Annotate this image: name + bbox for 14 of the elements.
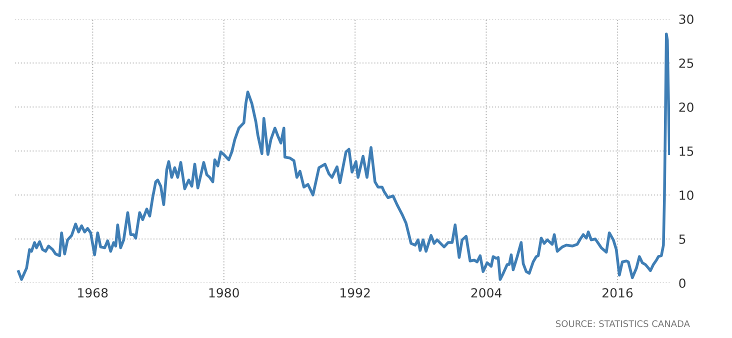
x-tick-label: 2004 xyxy=(471,288,502,298)
x-tick-label: 1968 xyxy=(78,288,108,298)
y-tick-label: 20 xyxy=(679,102,694,112)
y-tick-label: 15 xyxy=(680,146,694,156)
y-tick-label: 25 xyxy=(679,58,694,68)
y-tick-label: 5 xyxy=(679,234,686,244)
y-tick-label: 0 xyxy=(679,278,686,288)
x-tick-label: 1980 xyxy=(209,288,239,298)
line-series xyxy=(17,32,670,281)
y-tick-label: 30 xyxy=(679,14,694,24)
x-tick-label: 2016 xyxy=(602,288,633,298)
y-tick-label: 10 xyxy=(680,190,694,200)
x-tick-label: 1992 xyxy=(340,288,370,298)
source-note: SOURCE: STATISTICS CANADA xyxy=(556,320,690,328)
